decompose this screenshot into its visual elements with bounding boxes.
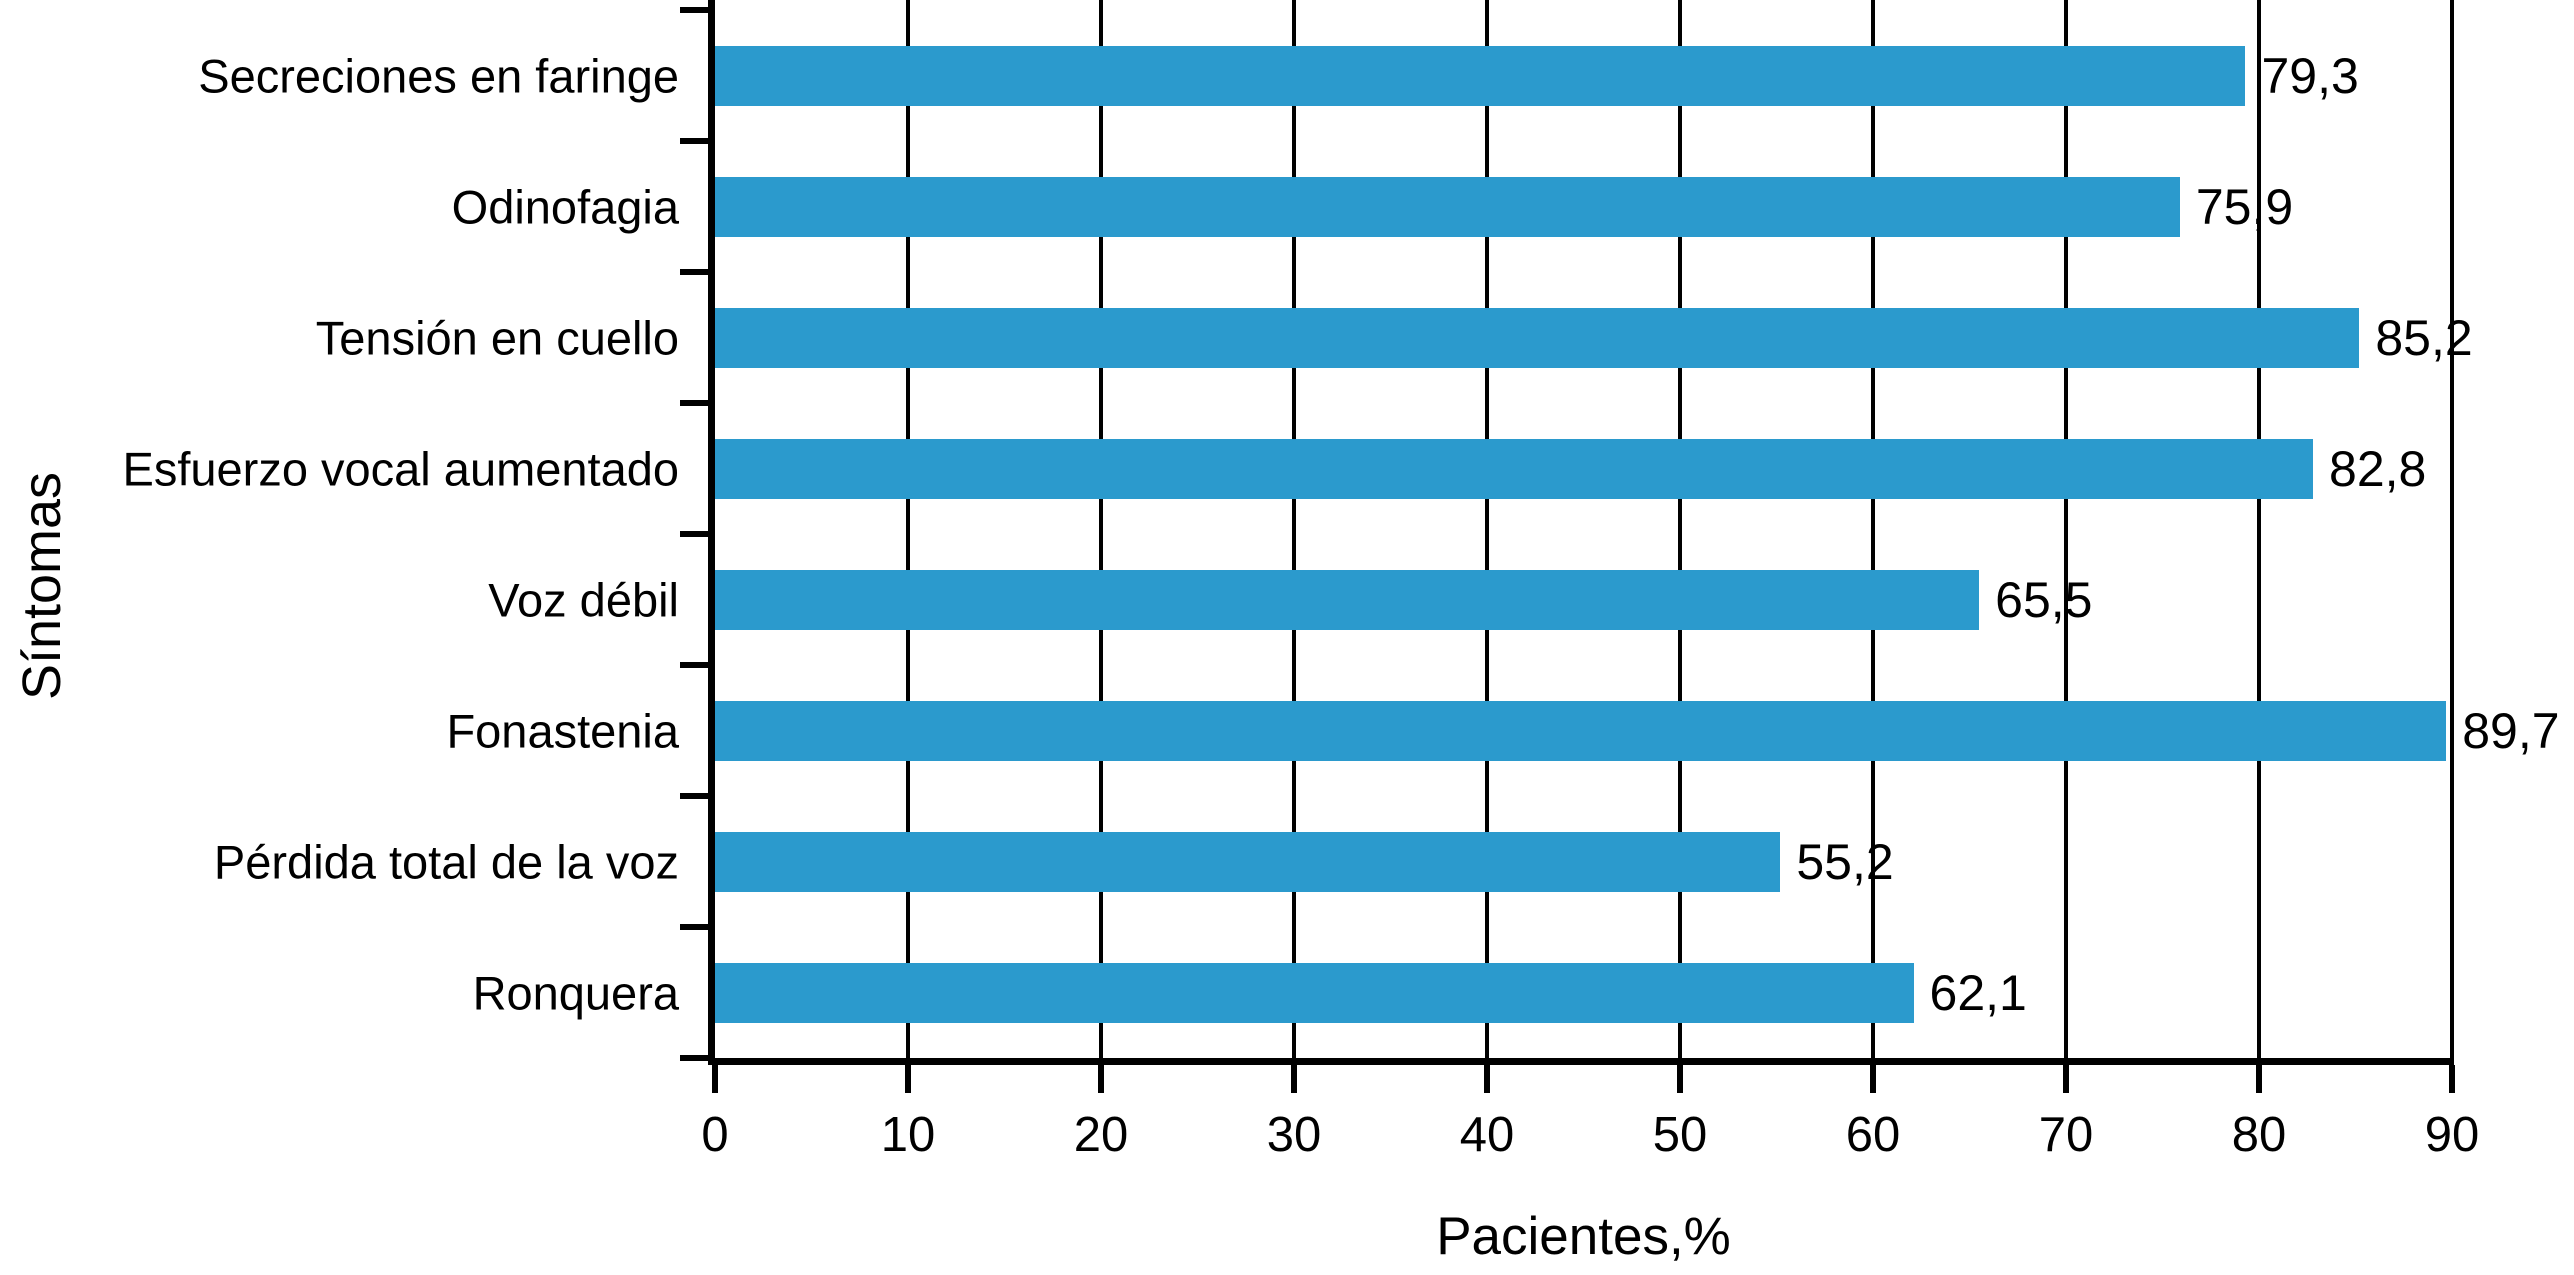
x-axis-tick bbox=[1291, 1065, 1297, 1093]
x-axis-line bbox=[708, 1058, 2454, 1065]
bar bbox=[715, 45, 2246, 106]
gridline bbox=[2450, 0, 2454, 1058]
bar-value-label: 55,2 bbox=[1796, 833, 1894, 890]
category-label: Fonastenia bbox=[446, 704, 679, 757]
x-axis-tick bbox=[2256, 1065, 2262, 1093]
x-axis-title: Pacientes,% bbox=[1436, 1207, 1731, 1266]
category-label: Ronquera bbox=[472, 966, 679, 1019]
gridline bbox=[1871, 0, 1875, 1058]
category-label: Odinofagia bbox=[451, 180, 679, 233]
x-tick-label: 0 bbox=[701, 1108, 729, 1162]
x-tick-label: 40 bbox=[1459, 1108, 1515, 1162]
bar bbox=[715, 438, 2314, 499]
x-tick-label: 50 bbox=[1652, 1108, 1708, 1162]
x-axis-tick bbox=[2449, 1065, 2455, 1093]
gridline bbox=[1292, 0, 1296, 1058]
gridline bbox=[1099, 0, 1103, 1058]
x-axis-tick bbox=[1098, 1065, 1104, 1093]
gridline bbox=[2257, 0, 2261, 1058]
bar bbox=[715, 700, 2447, 761]
bar-value-label: 79,3 bbox=[2261, 47, 2359, 104]
y-axis-tick bbox=[680, 531, 708, 537]
x-tick-label: 90 bbox=[2424, 1108, 2480, 1162]
x-tick-label: 80 bbox=[2231, 1108, 2287, 1162]
y-axis-tick bbox=[680, 924, 708, 930]
y-axis-tick bbox=[680, 269, 708, 275]
y-axis-tick bbox=[680, 1055, 708, 1061]
bar-value-label: 65,5 bbox=[1995, 571, 2093, 628]
bar-value-label: 62,1 bbox=[1929, 964, 2027, 1021]
bar bbox=[715, 569, 1980, 630]
x-tick-label: 20 bbox=[1073, 1108, 1129, 1162]
bar-value-label: 89,7 bbox=[2462, 702, 2560, 759]
bar-value-label: 75,9 bbox=[2195, 178, 2294, 235]
bar bbox=[715, 307, 2360, 368]
category-label: Secreciones en faringe bbox=[198, 49, 679, 102]
category-label: Esfuerzo vocal aumentado bbox=[122, 442, 680, 495]
x-axis-tick bbox=[1484, 1065, 1490, 1093]
x-tick-label: 60 bbox=[1845, 1108, 1901, 1162]
y-axis-tick bbox=[680, 138, 708, 144]
bar bbox=[715, 962, 1914, 1023]
category-label: Tensión en cuello bbox=[315, 311, 679, 364]
x-tick-label: 70 bbox=[2038, 1108, 2094, 1162]
y-axis-tick bbox=[680, 662, 708, 668]
bar-value-label: 82,8 bbox=[2329, 440, 2427, 497]
x-axis-tick bbox=[1870, 1065, 1876, 1093]
x-axis-tick bbox=[905, 1065, 911, 1093]
y-axis-line bbox=[708, 0, 715, 1065]
x-axis-tick bbox=[2063, 1065, 2069, 1093]
x-axis-tick bbox=[712, 1065, 718, 1093]
category-label: Pérdida total de la voz bbox=[213, 835, 679, 888]
x-axis-tick bbox=[1677, 1065, 1683, 1093]
x-tick-label: 10 bbox=[880, 1108, 936, 1162]
bar-value-label: 85,2 bbox=[2375, 309, 2473, 366]
gridline bbox=[1678, 0, 1682, 1058]
gridline bbox=[1485, 0, 1489, 1058]
x-tick-label: 30 bbox=[1266, 1108, 1322, 1162]
gridline bbox=[2064, 0, 2068, 1058]
y-axis-tick bbox=[680, 400, 708, 406]
y-axis-tick bbox=[680, 7, 708, 13]
gridline bbox=[906, 0, 910, 1058]
y-axis-title: Síntomas bbox=[12, 472, 72, 701]
bar bbox=[715, 176, 2180, 237]
y-axis-tick bbox=[680, 793, 708, 799]
bar bbox=[715, 831, 1781, 892]
category-label: Voz débil bbox=[488, 573, 679, 626]
